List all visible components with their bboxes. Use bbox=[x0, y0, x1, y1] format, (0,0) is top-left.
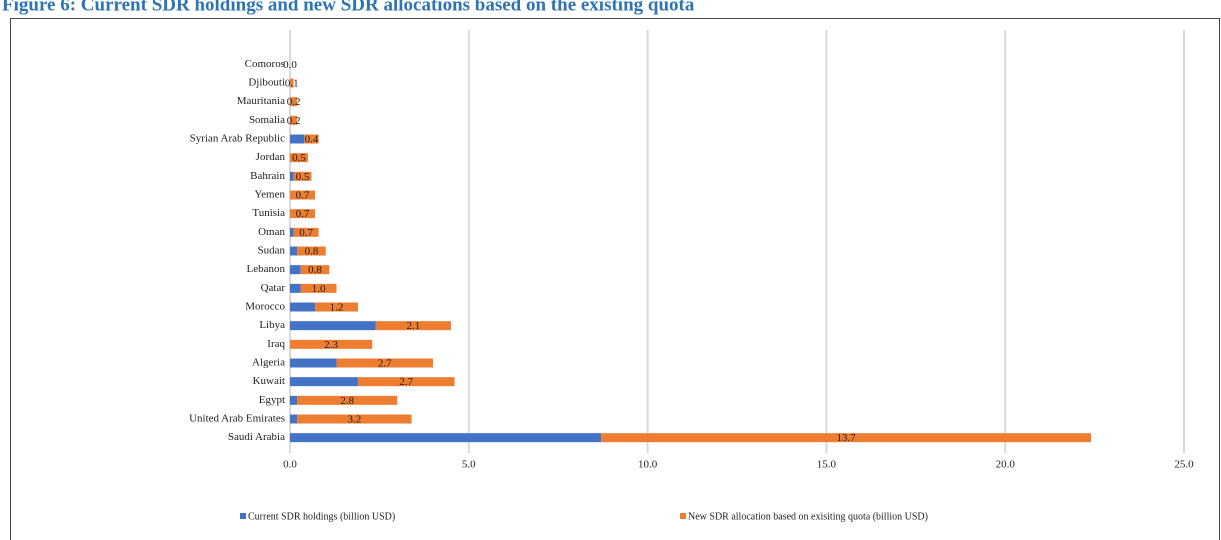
bar-segment bbox=[297, 414, 412, 424]
bar-segment bbox=[290, 433, 602, 443]
y-tick-label: Sudan bbox=[258, 245, 286, 257]
data-label: 1.0 bbox=[312, 283, 326, 295]
y-tick-label: Egypt bbox=[259, 394, 285, 406]
bar-segment bbox=[293, 171, 312, 181]
bar-segment bbox=[290, 321, 376, 331]
data-label: 2.7 bbox=[399, 376, 413, 388]
x-tick-label: 25.0 bbox=[1174, 459, 1194, 471]
legend-swatch bbox=[240, 513, 246, 519]
y-tick-label: Jordan bbox=[256, 151, 286, 163]
data-label: 13.7 bbox=[836, 432, 856, 444]
bar-segment bbox=[300, 265, 330, 275]
data-label: 0.5 bbox=[296, 171, 310, 183]
bar-segment bbox=[297, 246, 326, 256]
data-label: 1.2 bbox=[330, 302, 344, 314]
bar-segment bbox=[290, 302, 316, 312]
bar-segment bbox=[290, 395, 298, 405]
data-label: 0.2 bbox=[287, 96, 301, 108]
bar-segment bbox=[290, 153, 308, 163]
bar-segment bbox=[290, 339, 373, 349]
bar-segment bbox=[290, 265, 301, 275]
bar-segment bbox=[290, 115, 298, 125]
y-tick-label: Iraq bbox=[267, 338, 285, 350]
bar-segment bbox=[357, 377, 455, 387]
y-tick-label: Lebanon bbox=[247, 263, 286, 275]
bar-segment bbox=[290, 246, 298, 256]
bar-segment bbox=[290, 283, 301, 293]
data-label: 0.5 bbox=[292, 152, 306, 164]
y-tick-label: Somalia bbox=[249, 114, 285, 126]
y-tick-label: Qatar bbox=[261, 282, 286, 294]
bar-segment bbox=[290, 358, 337, 368]
chart-frame bbox=[10, 18, 1220, 540]
bar-segment bbox=[290, 134, 305, 144]
x-tick-label: 10.0 bbox=[638, 459, 658, 471]
y-tick-label: Saudi Arabia bbox=[228, 431, 285, 443]
x-tick-label: 20.0 bbox=[996, 459, 1016, 471]
y-tick-label: Comoros bbox=[245, 58, 285, 70]
y-tick-label: Algeria bbox=[252, 357, 285, 369]
bar-segment bbox=[290, 227, 294, 237]
bar-segment bbox=[315, 302, 358, 312]
bar-segment bbox=[601, 433, 1092, 443]
bar-segment bbox=[375, 321, 451, 331]
data-label: 0.7 bbox=[296, 190, 310, 202]
y-tick-label: United Arab Emirates bbox=[189, 413, 285, 425]
data-label: 2.7 bbox=[378, 358, 392, 370]
data-label: 2.1 bbox=[406, 320, 420, 332]
data-label: 0.1 bbox=[285, 78, 299, 90]
data-label: 0.4 bbox=[305, 134, 319, 146]
bar-segment bbox=[290, 414, 298, 424]
bar-segment bbox=[293, 227, 319, 237]
data-label: 0.8 bbox=[308, 264, 322, 276]
bar-segment bbox=[304, 134, 319, 144]
y-tick-label: Bahrain bbox=[250, 170, 285, 182]
data-label: 0.8 bbox=[305, 246, 319, 258]
y-tick-label: Mauritania bbox=[237, 95, 285, 107]
legend-label: Current SDR holdings (billion USD) bbox=[248, 511, 395, 522]
bar-segment bbox=[290, 209, 316, 219]
y-tick-label: Syrian Arab Republic bbox=[190, 133, 285, 145]
data-label: 0.7 bbox=[296, 208, 310, 220]
x-tick-label: 5.0 bbox=[462, 459, 476, 471]
bar-segment bbox=[336, 358, 434, 368]
chart-title: Figure 6: Current SDR holdings and new S… bbox=[2, 0, 695, 15]
y-tick-label: Morocco bbox=[245, 301, 285, 313]
bar-segment bbox=[290, 97, 298, 107]
y-tick-label: Oman bbox=[258, 226, 285, 238]
data-label: 0.2 bbox=[287, 115, 301, 127]
data-label: 0.0 bbox=[283, 59, 297, 71]
legend-label: New SDR allocation based on exisiting qu… bbox=[688, 511, 928, 522]
bar-segment bbox=[290, 171, 294, 181]
data-label: 3.2 bbox=[347, 414, 361, 426]
data-label: 2.8 bbox=[340, 395, 354, 407]
y-tick-label: Yemen bbox=[254, 189, 285, 201]
bar-segment bbox=[290, 377, 358, 387]
y-tick-label: Djibouti bbox=[248, 77, 285, 89]
x-tick-label: 15.0 bbox=[817, 459, 837, 471]
bar-segment bbox=[297, 395, 398, 405]
bar-segment bbox=[290, 190, 316, 200]
data-label: 2.3 bbox=[324, 339, 338, 351]
legend-swatch bbox=[680, 513, 686, 519]
y-tick-label: Tunisia bbox=[252, 207, 285, 219]
y-tick-label: Libya bbox=[259, 319, 285, 331]
x-tick-label: 0.0 bbox=[283, 459, 297, 471]
bar-segment bbox=[290, 78, 294, 88]
data-label: 0.7 bbox=[299, 227, 313, 239]
bar-segment bbox=[300, 283, 337, 293]
y-tick-label: Kuwait bbox=[253, 375, 285, 387]
